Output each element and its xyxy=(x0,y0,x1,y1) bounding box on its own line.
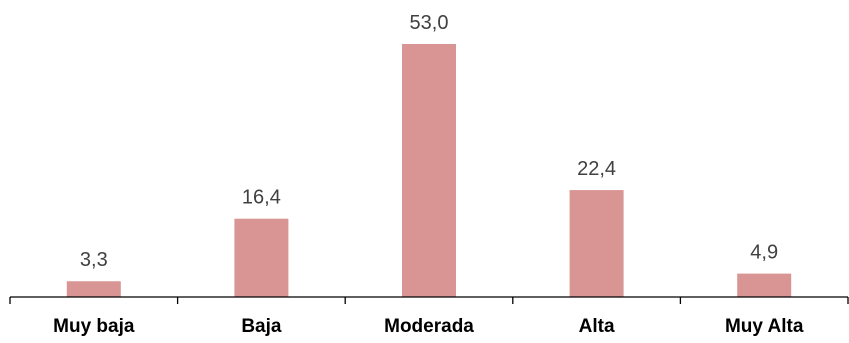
value-label: 22,4 xyxy=(577,158,616,180)
category-label: Alta xyxy=(579,316,615,337)
bar xyxy=(737,273,792,297)
value-label: 4,9 xyxy=(750,242,778,264)
category-label: Baja xyxy=(241,316,282,337)
category-labels-group: Muy baja Baja Moderada Alta Muy Alta xyxy=(53,316,804,337)
value-label: 16,4 xyxy=(242,187,281,209)
value-labels-group: 3,3 16,4 53,0 22,4 4,9 xyxy=(80,12,778,271)
value-label: 3,3 xyxy=(80,249,108,271)
bar xyxy=(234,218,289,297)
bar xyxy=(66,281,121,297)
bar xyxy=(402,44,456,297)
x-axis-ticks xyxy=(9,297,849,304)
category-label: Muy Alta xyxy=(725,316,804,337)
bars-group xyxy=(66,44,792,297)
value-label: 53,0 xyxy=(410,12,449,34)
category-label: Muy baja xyxy=(53,316,135,337)
bar xyxy=(569,190,624,297)
category-label: Moderada xyxy=(384,316,474,337)
